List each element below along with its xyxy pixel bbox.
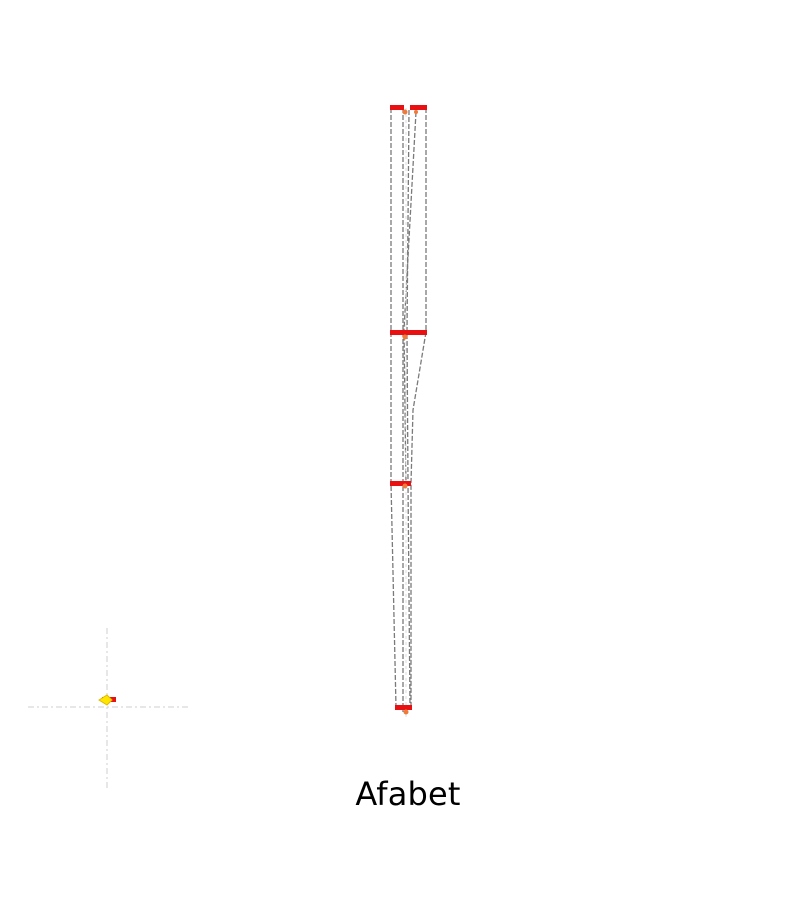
bar-top-left: [390, 105, 404, 110]
strip-diagonal: [403, 111, 417, 486]
yellow-marker-icon: [98, 694, 116, 706]
bar-bottom: [395, 705, 412, 710]
cross-bars: [390, 105, 427, 710]
strip-outline: [390, 108, 427, 712]
node-lower-mid: [402, 483, 408, 489]
bar-lower-mid: [390, 481, 411, 486]
node-bottom: [403, 709, 409, 715]
crosshair-icon: [28, 628, 188, 788]
node-upper-mid: [402, 334, 408, 340]
strip-inner-right: [406, 109, 411, 709]
bar-top-right: [410, 105, 427, 110]
strip-left-edge: [390, 108, 397, 708]
node-top: [402, 109, 408, 115]
bar-upper-mid: [390, 330, 427, 335]
node-top-right: [414, 110, 418, 114]
nodes: [402, 109, 418, 715]
strip-right-edge: [410, 108, 427, 707]
location-caption: Afabet: [355, 775, 461, 813]
